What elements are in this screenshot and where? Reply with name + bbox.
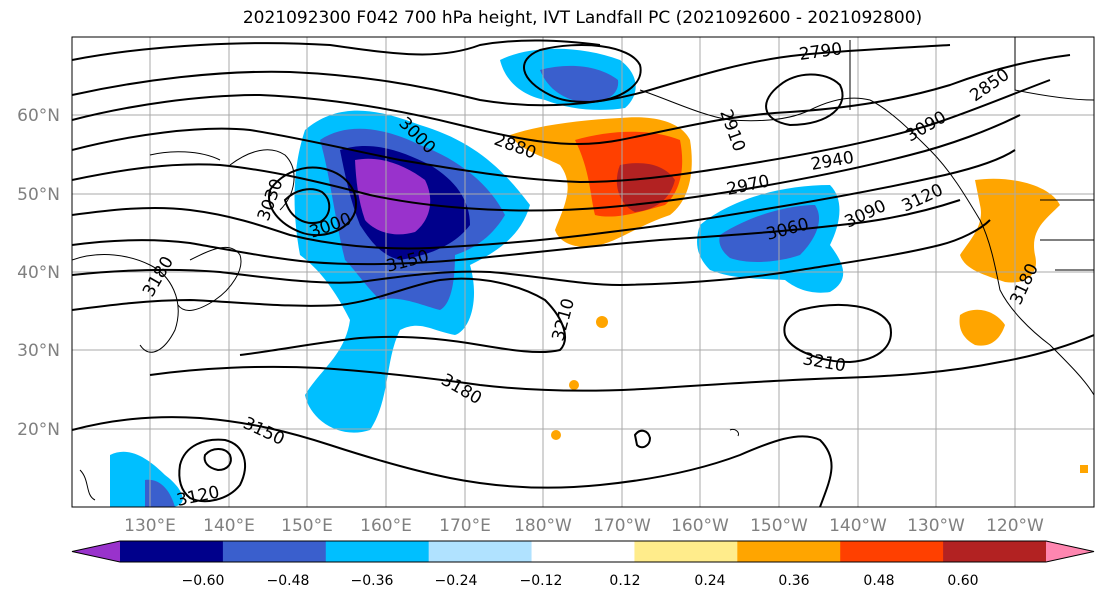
colorbar-segment: [737, 541, 841, 562]
colorbar-tick-label: 0.48: [863, 573, 894, 589]
colorbar-tick-label: −0.48: [267, 573, 310, 589]
colorbar-tick-label: −0.36: [351, 573, 394, 589]
lat-tick: 40°N: [17, 263, 60, 283]
colorbar-tick-label: 0.24: [694, 573, 725, 589]
colorbar-segment: [634, 541, 738, 562]
lon-tick: 160°W: [671, 516, 729, 536]
colorbar-segment: [531, 541, 635, 562]
map-title: 2021092300 F042 700 hPa height, IVT Land…: [242, 8, 923, 28]
colorbar-segment: [428, 541, 533, 562]
lon-tick: 160°E: [360, 516, 412, 536]
lat-tick: 60°N: [17, 106, 60, 126]
colorbar-segment: [1046, 541, 1094, 562]
lon-tick: 140°E: [203, 516, 255, 536]
lon-tick: 170°W: [593, 516, 651, 536]
colorbar: [71, 540, 1095, 563]
colorbar-tick-label: −0.60: [182, 573, 225, 589]
colorbar-tick-label: 0.12: [609, 573, 640, 589]
lat-tick: 20°N: [17, 420, 60, 440]
lat-axis: 60°N 50°N 40°N 30°N 20°N: [17, 106, 60, 440]
lon-tick: 150°W: [750, 516, 808, 536]
negative-anomaly-central: [697, 185, 844, 293]
map-frame: [71, 36, 1095, 508]
colorbar-tick-label: −0.24: [435, 573, 478, 589]
lon-tick: 140°W: [829, 516, 887, 536]
lon-tick: 180°W: [514, 516, 572, 536]
colorbar-tick-label: −0.12: [520, 573, 563, 589]
colorbar-tick-label: 0.36: [778, 573, 809, 589]
lon-tick: 130°W: [907, 516, 965, 536]
lon-axis: 130°E 140°E 150°E 160°E 170°E 180°W 170°…: [124, 516, 1044, 536]
negative-anomaly-north: [500, 48, 636, 110]
lon-tick: 170°E: [439, 516, 491, 536]
colorbar-segment: [222, 541, 327, 562]
colorbar-segment: [943, 541, 1047, 562]
lon-tick: 120°W: [986, 516, 1044, 536]
lat-tick: 30°N: [17, 341, 60, 361]
lon-tick: 130°E: [124, 516, 176, 536]
colorbar-segment: [120, 541, 224, 562]
colorbar-segment: [325, 541, 430, 562]
colorbar-segment: [72, 541, 120, 562]
colorbar-ticks: −0.60 −0.48 −0.36 −0.24 −0.12 0.12 0.24 …: [182, 573, 979, 589]
graticule: [72, 37, 1094, 507]
positive-anomaly-east: [551, 178, 1088, 473]
colorbar-outline: [71, 540, 1095, 563]
lat-tick: 50°N: [17, 185, 60, 205]
height-contours: [72, 39, 1094, 507]
colorbar-segment: [840, 541, 944, 562]
lon-tick: 150°E: [281, 516, 333, 536]
colorbar-tick-label: 0.60: [947, 573, 978, 589]
